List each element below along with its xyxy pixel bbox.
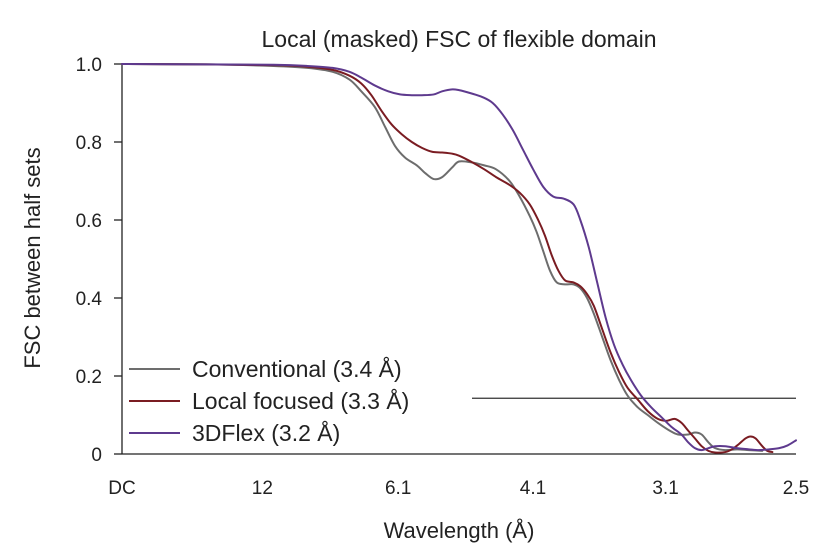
y-tick-label: 0.6 xyxy=(76,211,102,232)
plot-frame xyxy=(121,64,796,455)
y-axis-title: FSC between half sets xyxy=(20,147,45,368)
legend-label: Conventional (3.4 Å) xyxy=(192,355,402,382)
x-tick-label: 2.5 xyxy=(783,478,809,499)
x-tick-label: 4.1 xyxy=(520,478,546,499)
x-axis: DC 12 6.1 4.1 3.1 2.5 xyxy=(108,478,809,499)
x-axis-title: Wavelength (Å) xyxy=(384,518,535,543)
x-tick-label: 12 xyxy=(252,478,273,499)
y-tick-label: 0.4 xyxy=(76,289,103,310)
y-tick-label: 0 xyxy=(91,445,102,466)
chart-title: Local (masked) FSC of flexible domain xyxy=(262,26,657,52)
legend: Conventional (3.4 Å) Local focused (3.3 Å… xyxy=(129,355,409,446)
legend-label: Local focused (3.3 Å) xyxy=(192,387,409,414)
y-axis: 0 0.2 0.4 0.6 0.8 1.0 xyxy=(76,55,122,466)
y-tick-label: 0.8 xyxy=(76,133,102,154)
legend-label: 3DFlex (3.2 Å) xyxy=(192,419,340,446)
y-tick-label: 0.2 xyxy=(76,367,102,388)
series-3dflex xyxy=(121,63,797,452)
x-tick-label: 6.1 xyxy=(385,478,411,499)
series-local-focused xyxy=(121,63,774,454)
x-tick-label: 3.1 xyxy=(652,478,678,499)
series-conventional xyxy=(121,63,764,452)
x-tick-label: DC xyxy=(108,478,135,499)
series-layer xyxy=(121,63,797,454)
y-tick-label: 1.0 xyxy=(76,55,102,76)
